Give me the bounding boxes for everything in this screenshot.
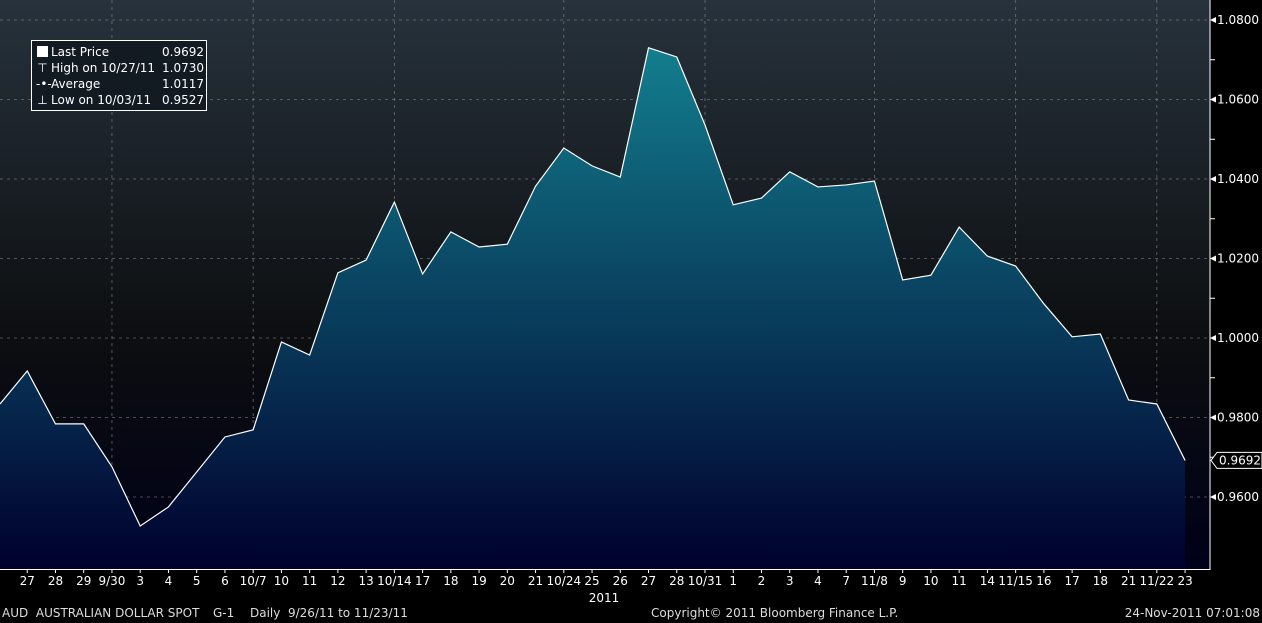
y-tick-label: 0.9600 [1217,490,1259,504]
footer-period: Daily 9/26/11 to 11/23/11 [250,606,408,620]
y-ticks: 1.0800 1.0600 1.0400 1.0200 1.0000 0.9800 0.96… [1210,13,1259,504]
x-tick-label: 25 [584,574,599,588]
x-tick-label: 12 [330,574,345,588]
x-tick-label: 18 [1093,574,1108,588]
x-tick-label: 10/31 [688,574,723,588]
footer-timestamp: 24-Nov-2011 07:01:08 [1124,606,1260,620]
legend-item-last-price: Last Price 0.9692 [36,44,204,60]
x-tick-label: 18 [443,574,458,588]
y-tick-mark [1210,255,1216,262]
x-tick-label: 10/24 [547,574,582,588]
high-marker-icon: ⊤ [37,61,48,75]
x-tick-label: 10 [923,574,938,588]
x-tick-label: 1 [729,574,737,588]
x-tick-label: 9 [899,574,907,588]
x-tick-label: 11/22 [1140,574,1175,588]
legend-label: Average [51,77,101,91]
legend-value: 0.9692 [162,45,204,59]
price-area [0,47,1186,569]
x-tick-label: 10/14 [377,574,412,588]
x-axis-year-label: 2011 [589,591,620,605]
legend-value: 1.0730 [162,61,204,75]
footer-copyright: Copyright© 2011 Bloomberg Finance L.P. [651,606,899,620]
y-tick-label: 1.0800 [1217,13,1259,27]
legend: Last Price 0.9692 ⊤ High on 10/27/11 1.07… [31,40,207,111]
x-tick-label: 28 [48,574,63,588]
y-tick-label: 0.9800 [1217,411,1259,425]
x-tick-label: 4 [165,574,173,588]
x-tick-label: 19 [471,574,486,588]
x-tick-label: 13 [358,574,373,588]
legend-item-low: ⊥ Low on 10/03/11 0.9527 [36,92,204,108]
y-tick-mark [1210,17,1216,23]
y-tick-label: 1.0600 [1217,93,1259,107]
x-tick-label: 14 [980,574,995,588]
y-tick-mark [1210,414,1216,421]
legend-value: 1.0117 [162,77,204,91]
x-tick-label: 11 [952,574,967,588]
y-tick-mark [1210,176,1216,182]
x-tick-label: 21 [1121,574,1136,588]
x-tick-label: 29 [76,574,91,588]
y-tick-mark [1210,494,1216,500]
x-tick-label: 11/8 [861,574,888,588]
x-tick-label: 11 [302,574,317,588]
low-marker-icon: ⊥ [37,93,48,107]
x-tick-label: 10/7 [240,574,267,588]
x-tick-label: 4 [814,574,822,588]
x-tick-label: 3 [136,574,144,588]
price-line [0,47,1186,527]
x-tick-label: 17 [1064,574,1079,588]
last-price-label: 0.9692 [1219,453,1261,467]
legend-item-high: ⊤ High on 10/27/11 1.0730 [36,60,204,76]
x-tick-label: 26 [613,574,628,588]
x-tick-label: 3 [786,574,794,588]
legend-label: High on 10/27/11 [51,61,156,75]
x-tick-label: 20 [500,574,515,588]
x-tick-label: 7 [842,574,850,588]
legend-item-average: -•-Average 1.0117 [36,76,204,92]
x-tick-label: 27 [641,574,656,588]
average-marker-icon: -•- [36,77,52,91]
square-icon [36,44,49,60]
x-tick-label: 9/30 [98,574,125,588]
x-tick-label: 2 [758,574,766,588]
x-tick-label: 17 [415,574,430,588]
y-tick-mark [1210,335,1216,341]
x-tick-label: 28 [669,574,684,588]
x-tick-label: 21 [528,574,543,588]
x-ticks: 27 28 29 9/30 3 4 5 6 10/7 10 11 12 13 10/14 17 18 19 20 2… [20,569,1193,588]
y-tick-label: 1.0400 [1217,172,1259,186]
x-tick-label: 23 [1177,574,1192,588]
x-tick-label: 10 [274,574,289,588]
x-tick-label: 11/15 [998,574,1033,588]
y-tick-mark [1210,96,1216,103]
x-tick-label: 27 [20,574,35,588]
x-tick-label: 6 [221,574,229,588]
last-price-tag: 0.9692 [1210,451,1262,469]
legend-label: Last Price [51,45,110,59]
x-tick-label: 5 [193,574,201,588]
x-tick-label: 16 [1036,574,1051,588]
y-tick-label: 1.0000 [1217,331,1259,345]
legend-label: Low on 10/03/11 [51,93,152,107]
legend-value: 0.9527 [162,93,204,107]
y-tick-label: 1.0200 [1217,252,1259,266]
footer-graph-id: G-1 [213,606,235,620]
footer-security: AUD AUSTRALIAN DOLLAR SPOT [2,606,200,620]
